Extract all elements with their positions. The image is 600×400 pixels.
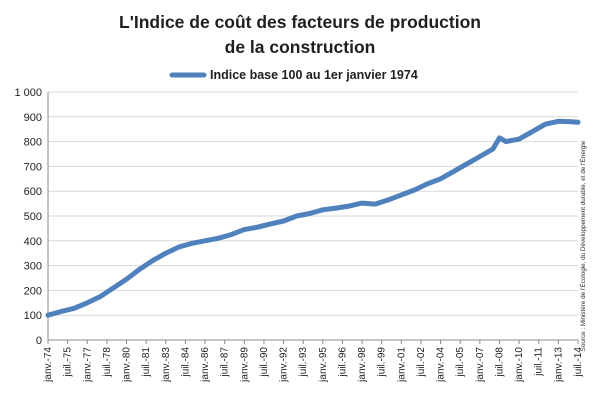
x-tick-label: janv.-95 <box>318 347 329 383</box>
data-point <box>575 120 581 125</box>
x-tick-label: juil.-78 <box>102 347 113 378</box>
data-point <box>294 213 299 219</box>
data-point <box>556 119 561 124</box>
data-point <box>490 146 496 152</box>
data-point <box>215 236 221 241</box>
data-point <box>163 251 168 256</box>
source-note: Source : Ministère de l'Écologie, du Dév… <box>578 140 587 351</box>
data-point <box>58 309 64 314</box>
data-point <box>281 218 286 224</box>
y-axis-ticks: 0 100 200 300 400 500 600 700 800 900 1 000 <box>14 87 42 347</box>
x-tick-label: juil.-02 <box>416 347 427 378</box>
data-point <box>412 187 417 193</box>
x-tick-label: janv.-01 <box>396 347 407 383</box>
y-tick-label: 700 <box>24 161 42 173</box>
x-tick-label: juil.-08 <box>494 347 505 378</box>
y-tick-label: 300 <box>24 261 42 273</box>
data-point <box>85 300 90 305</box>
x-tick-label: janv.-83 <box>161 347 172 383</box>
y-tick-label: 800 <box>24 137 42 149</box>
data-point <box>255 225 260 230</box>
data-point <box>124 277 129 282</box>
data-point <box>268 221 273 227</box>
data-point <box>72 306 77 311</box>
y-tick-label: 900 <box>24 112 42 124</box>
x-tick-label: juil.-93 <box>298 347 309 378</box>
data-point <box>516 136 522 142</box>
data-point <box>359 200 365 206</box>
y-tick-label: 0 <box>36 335 42 347</box>
x-tick-label: juil.-96 <box>337 347 348 378</box>
x-tick-label: juil.-14 <box>573 347 584 378</box>
x-tick-label: juil.-90 <box>259 347 270 378</box>
data-point <box>150 258 155 263</box>
x-tick-label: janv.-04 <box>436 347 447 383</box>
x-tick-label: janv.-77 <box>82 347 93 383</box>
x-tick-label: juil.-87 <box>220 347 231 378</box>
x-tick-label: juil.-99 <box>377 347 388 378</box>
y-tick-label: 100 <box>24 310 42 322</box>
series-line <box>45 118 581 318</box>
data-point <box>386 197 391 203</box>
data-point <box>477 154 483 159</box>
y-tick-label: 600 <box>24 186 42 198</box>
x-tick-label: janv.-86 <box>200 347 211 383</box>
data-point <box>307 211 312 216</box>
data-point <box>438 176 443 181</box>
x-tick-label: juil.-84 <box>180 347 191 378</box>
data-point <box>45 313 51 318</box>
data-point <box>530 129 535 134</box>
data-point <box>569 119 574 125</box>
data-point <box>451 169 456 174</box>
data-point <box>333 205 339 211</box>
data-point <box>425 181 430 186</box>
series-layer <box>45 118 581 318</box>
data-point <box>176 244 182 250</box>
x-axis-ticks: janv.-74 juil.-75 janv.-77 juil.-78 janv.-80… <box>43 340 584 383</box>
data-point <box>497 135 502 141</box>
data-point <box>464 161 469 167</box>
data-point <box>189 241 195 246</box>
x-tick-label: juil.-75 <box>63 347 74 378</box>
data-point <box>373 201 378 207</box>
chart-title-line-2: de la construction <box>225 37 376 57</box>
x-tick-label: janv.-92 <box>279 347 290 383</box>
data-point <box>503 139 509 144</box>
data-point <box>346 203 352 209</box>
legend-label: Indice base 100 au 1er janvier 1974 <box>210 68 418 82</box>
chart-title-line-1: L'Indice de coût des facteurs de product… <box>119 12 481 32</box>
y-tick-label: 1 000 <box>14 87 42 99</box>
data-point <box>137 267 142 272</box>
x-tick-label: janv.-98 <box>357 347 368 383</box>
data-point <box>202 238 208 243</box>
x-tick-label: juil.-81 <box>141 347 152 378</box>
gridlines <box>47 91 578 341</box>
y-tick-label: 400 <box>24 236 42 248</box>
legend: Indice base 100 au 1er janvier 1974 <box>169 68 418 82</box>
data-point <box>320 207 325 212</box>
x-tick-label: janv.-89 <box>239 347 250 383</box>
data-point <box>111 285 116 291</box>
x-tick-label: janv.-74 <box>43 347 54 383</box>
x-tick-label: janv.-07 <box>475 347 486 383</box>
x-tick-label: juil.-11 <box>534 347 545 377</box>
x-tick-label: janv.-10 <box>514 347 525 383</box>
data-point <box>242 227 247 232</box>
data-point <box>98 294 103 299</box>
data-point <box>229 232 234 237</box>
y-tick-label: 500 <box>24 211 42 223</box>
y-tick-label: 200 <box>24 285 42 297</box>
data-point <box>543 122 548 127</box>
data-point <box>399 192 404 198</box>
x-tick-label: janv.-13 <box>553 347 564 383</box>
x-tick-label: juil.-05 <box>455 347 466 378</box>
x-tick-label: janv.-80 <box>122 347 133 383</box>
